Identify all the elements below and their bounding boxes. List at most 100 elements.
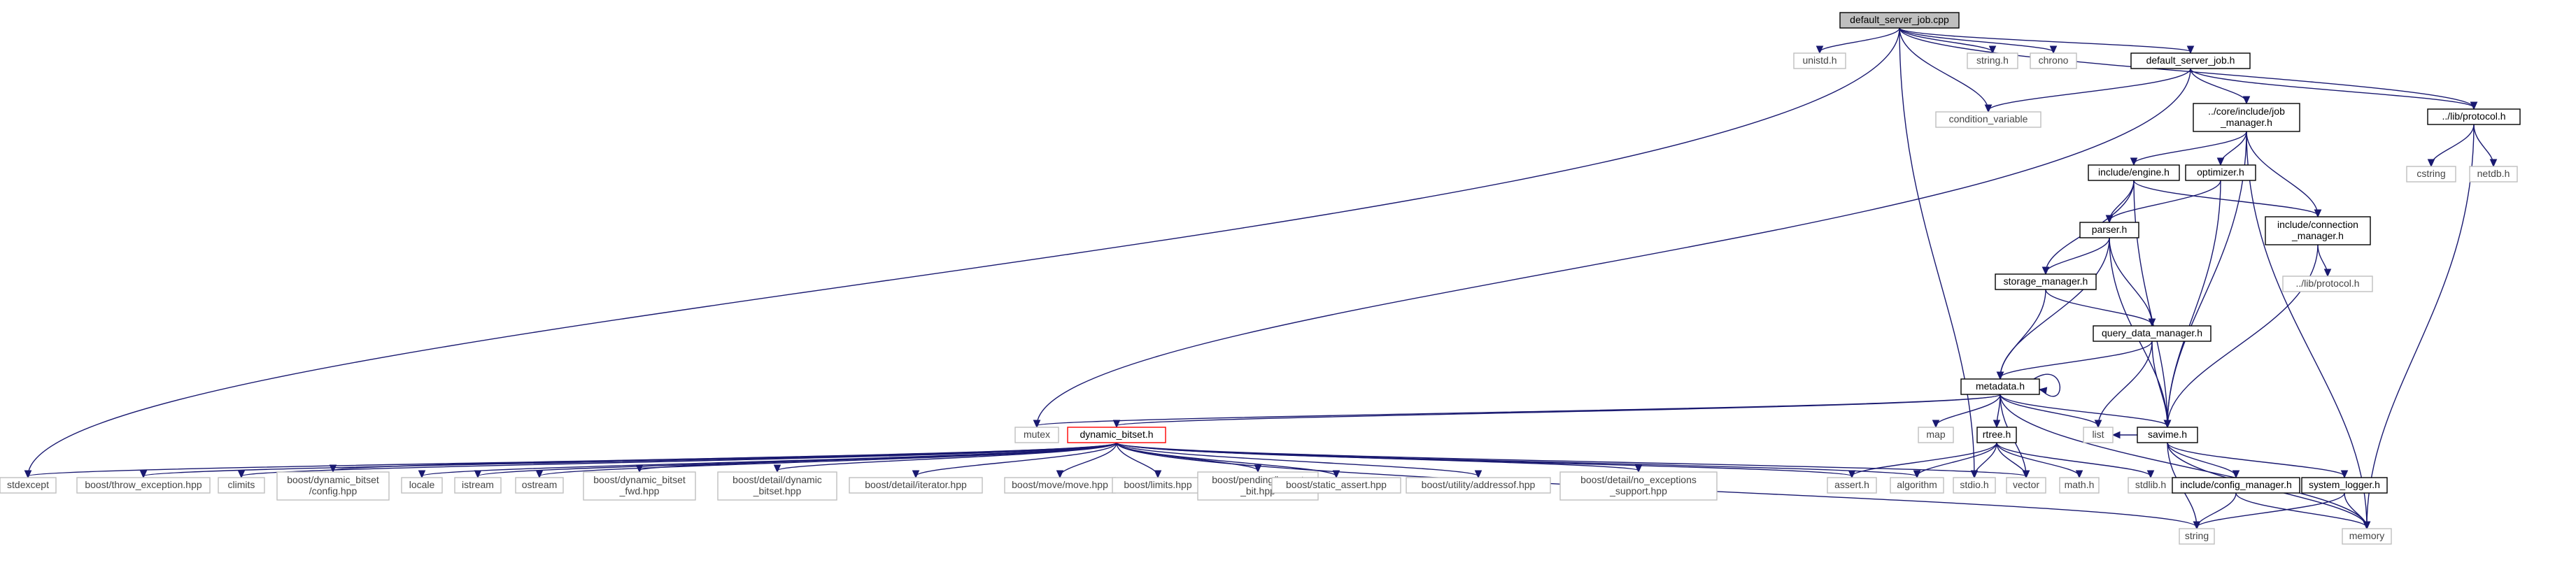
edge-line (1988, 68, 2191, 111)
node-stdexcept: stdexcept (0, 477, 57, 494)
node-dbconfig: boost/dynamic_bitset/config.hpp (276, 471, 390, 501)
node-box (1406, 477, 1551, 494)
node-box (2030, 52, 2077, 69)
node-box (0, 477, 57, 494)
edge-line (27, 442, 1117, 477)
node-label: dynamic_bitset.h (1080, 429, 1153, 440)
node-label: query_data_manager.h (2102, 327, 2202, 338)
edge-line (1116, 442, 1918, 477)
edge-line (1899, 27, 2475, 108)
node-qdm[interactable]: query_data_manager.h (2093, 325, 2211, 342)
edge-line (639, 442, 1117, 471)
edge-engine-to-connmgr (2133, 180, 2322, 218)
node-label: include/config_manager.h (2180, 479, 2292, 490)
node-storage[interactable]: storage_manager.h (1995, 273, 2097, 290)
edge-arrowhead (2314, 209, 2322, 218)
edge-arrowhead (2232, 470, 2240, 479)
node-label: map (1926, 429, 1945, 440)
node-box (1890, 477, 1944, 494)
node-metadata[interactable]: metadata.h (1960, 378, 2040, 395)
node-box (2469, 166, 2518, 183)
node-configmgr[interactable]: include/config_manager.h (2172, 477, 2300, 494)
edge-line (1116, 394, 2001, 427)
node-box (1976, 427, 2017, 443)
node-box (2185, 164, 2256, 181)
node-box (2265, 216, 2371, 245)
edge-arrowhead (2130, 157, 2138, 166)
edge-parser-to-storage (2041, 237, 2110, 276)
edge-rtree-to-algorithm (1913, 442, 1997, 479)
node-engine[interactable]: include/engine.h (2088, 164, 2180, 181)
edge-metadata-to-list (2000, 394, 2102, 429)
edge-line (2196, 492, 2237, 528)
node-box (1935, 111, 2041, 128)
node-label: boost/move/move.hpp (1012, 479, 1108, 490)
node-mutex: mutex (1014, 427, 1059, 443)
node-climits: climits (218, 477, 265, 494)
node-limits: boost/limits.hpp (1112, 477, 1204, 494)
edge-arrowhead (2186, 45, 2195, 55)
node-box (276, 471, 390, 501)
node-syslogger[interactable]: system_logger.h (2301, 477, 2388, 494)
node-label: boost/utility/addressof.hpp (1422, 479, 1536, 490)
node-condvar: condition_variable (1935, 111, 2041, 128)
node-asserth: assert.h (1827, 477, 1877, 494)
node-dynbitset[interactable]: dynamic_bitset.h (1067, 427, 1166, 443)
edge-line (2167, 180, 2221, 427)
node-jobmgr[interactable]: ../core/include/job_manager.h (2193, 103, 2300, 132)
node-list: list (2083, 427, 2114, 443)
node-label: boost/dynamic_bitset (593, 474, 686, 485)
node-box (2193, 103, 2300, 132)
node-box (2301, 477, 2388, 494)
node-box (1067, 427, 1166, 443)
edge-arrowhead (2105, 215, 2114, 224)
edge-protocolh-to-cstring (2427, 124, 2475, 168)
node-label: boost/dynamic_bitset (287, 474, 379, 485)
edge-arrowhead (2146, 470, 2155, 479)
node-box (1827, 477, 1877, 494)
edge-root-to-dsjh (1899, 27, 2195, 55)
node-rtree[interactable]: rtree.h (1976, 427, 2017, 443)
edge-arrowhead (2041, 266, 2050, 276)
node-parser[interactable]: parser.h (2079, 222, 2139, 238)
node-algorithm: algorithm (1890, 477, 1944, 494)
edge-arrowhead (2427, 159, 2435, 168)
edge-metadata-to-metadata (2033, 373, 2060, 397)
node-dsjh[interactable]: default_server_job.h (2130, 52, 2251, 69)
node-connmgr[interactable]: include/connection_manager.h (2265, 216, 2371, 245)
edge-arrowhead (1332, 470, 1340, 479)
edge-qdm-to-metadata (1996, 341, 2153, 380)
edge-line (2167, 442, 2237, 477)
edge-arrowhead (2075, 470, 2083, 479)
edge-line (1899, 27, 1993, 52)
edge-arrowhead (635, 464, 644, 473)
node-map: map (1918, 427, 1954, 443)
node-label: vector (2013, 479, 2039, 490)
edge-line (2000, 341, 2153, 378)
edge-arrowhead (1056, 470, 1064, 479)
node-box (2093, 325, 2211, 342)
edge-jobmgr-to-optimizer (2216, 131, 2247, 166)
node-protocolh[interactable]: ../lib/protocol.h (2427, 108, 2521, 125)
node-root[interactable]: default_server_job.cpp (1839, 12, 1960, 29)
node-box (2282, 276, 2373, 292)
edge-line (477, 442, 1117, 477)
edge-dynbitset-to-detaildb (773, 442, 1117, 473)
node-label: stdio.h (1960, 479, 1988, 490)
edge-arrowhead (1154, 470, 1162, 479)
edge-arrowhead (237, 470, 246, 479)
edge-line (1899, 27, 1989, 111)
edge-arrowhead (1996, 371, 2004, 380)
node-savime[interactable]: savime.h (2137, 427, 2198, 443)
edge-line (2246, 131, 2368, 528)
node-label: storage_manager.h (2004, 276, 2088, 287)
node-label: ../lib/protocol.h (2442, 110, 2505, 122)
edge-arrowhead (2470, 101, 2478, 110)
node-label: system_logger.h (2309, 479, 2380, 490)
edge-line (1996, 442, 2151, 477)
node-box (2342, 528, 2392, 545)
node-optimizer[interactable]: optimizer.h (2185, 164, 2256, 181)
node-box (454, 477, 502, 494)
edge-line (2473, 124, 2494, 166)
edge-line (2133, 131, 2247, 164)
